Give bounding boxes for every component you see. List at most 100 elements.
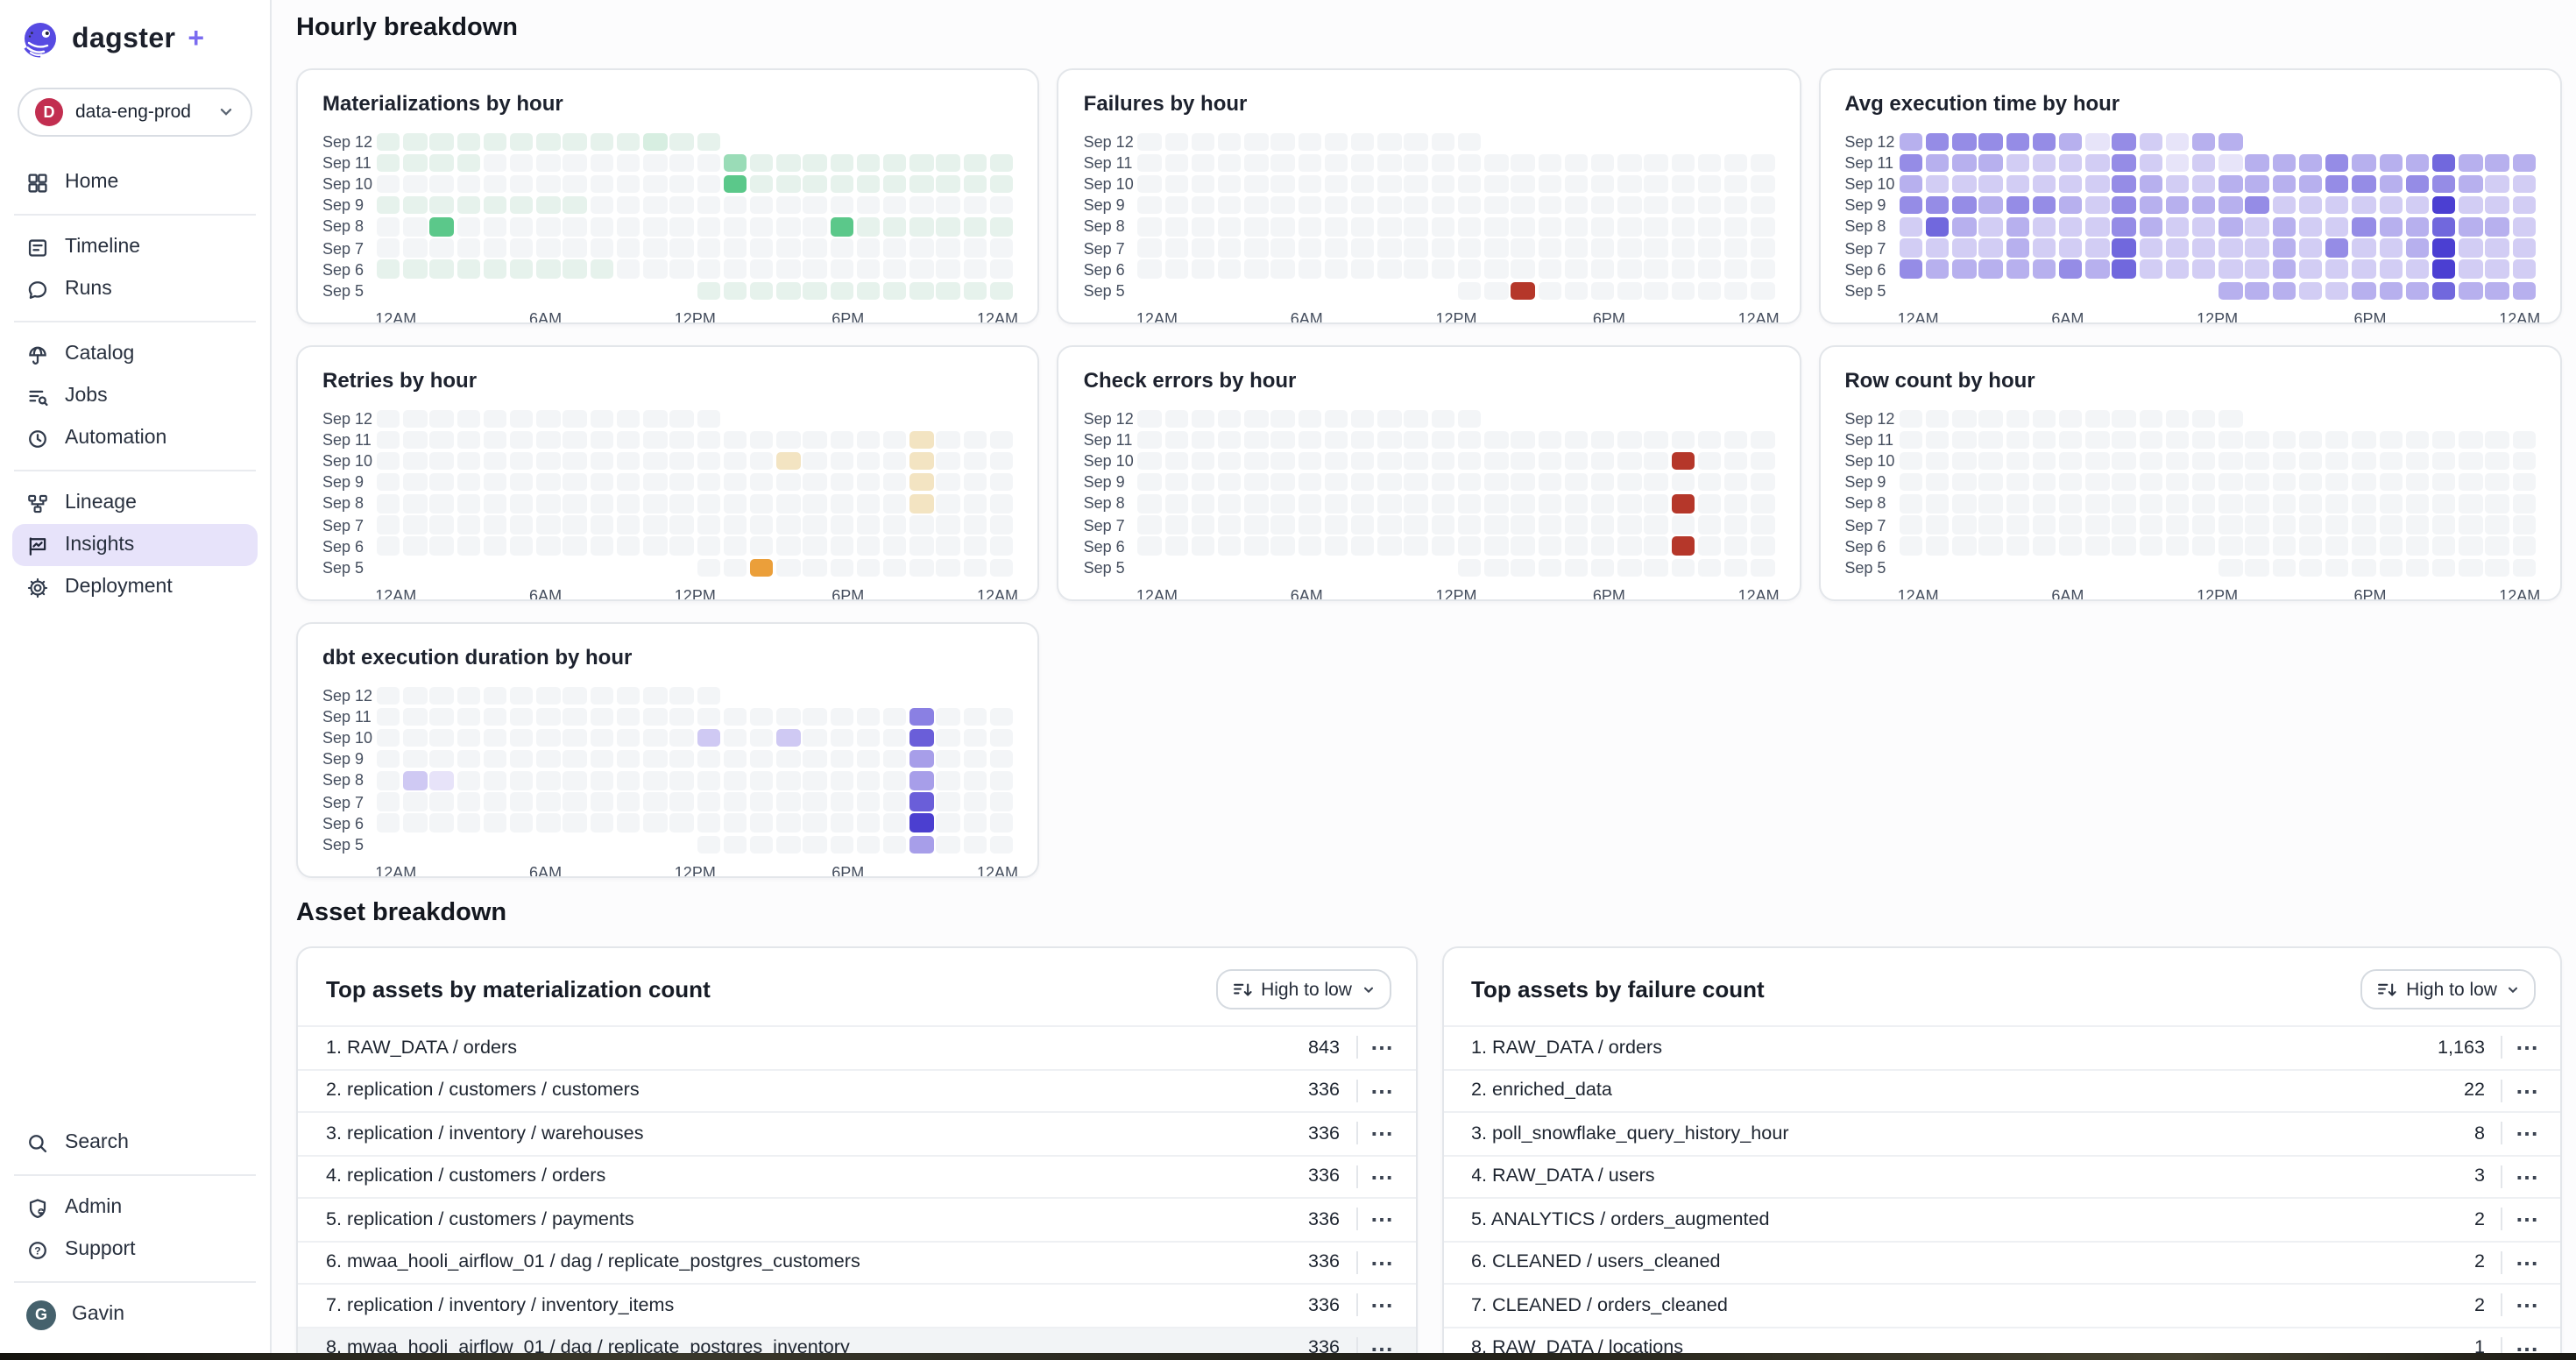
row-menu-button[interactable]: ⋯ [1370, 1335, 1393, 1354]
sidebar-item-user[interactable]: G Gavin [12, 1293, 258, 1335]
heatmap-x-axis: 12AM 6AM 12PM 6PM 12AM [375, 310, 1018, 323]
asset-name[interactable]: 2. enriched_data [1471, 1080, 1612, 1101]
table-row[interactable]: 1. RAW_DATA / orders 843 ⋯ [298, 1025, 1415, 1068]
logo[interactable]: dagster + [0, 0, 270, 61]
heatmap-cells [1899, 217, 2536, 237]
heatmap-cell [1191, 238, 1215, 258]
heatmap-row-label: Sep 6 [1083, 260, 1125, 279]
asset-name[interactable]: 8. mwaa_hooli_airflow_01 / dag / replica… [326, 1337, 850, 1354]
asset-name[interactable]: 4. RAW_DATA / users [1471, 1165, 1655, 1187]
table-row[interactable]: 7. replication / inventory / inventory_i… [298, 1283, 1415, 1326]
heatmap-cell [1298, 175, 1322, 194]
sidebar-item-catalog[interactable]: Catalog [12, 333, 258, 375]
asset-name[interactable]: 6. mwaa_hooli_airflow_01 / dag / replica… [326, 1251, 860, 1273]
heatmap-cell [2245, 259, 2269, 279]
heatmap-cell [723, 729, 747, 747]
heatmap-cell [989, 558, 1014, 577]
sidebar-item-admin[interactable]: Admin [12, 1186, 258, 1229]
asset-name[interactable]: 3. replication / inventory / warehouses [326, 1123, 644, 1144]
heatmap-cell [429, 515, 454, 535]
table-row[interactable]: 3. replication / inventory / warehouses 3… [298, 1111, 1415, 1154]
row-menu-button[interactable]: ⋯ [2516, 1335, 2538, 1354]
row-menu-button[interactable]: ⋯ [2516, 1034, 2538, 1061]
heatmap-cell [776, 259, 801, 279]
heatmap-cell [1324, 132, 1348, 152]
asset-name[interactable]: 5. replication / customers / payments [326, 1208, 634, 1230]
sort-order-button[interactable]: High to low [2360, 969, 2536, 1009]
asset-name[interactable]: 1. RAW_DATA / orders [1471, 1037, 1662, 1059]
sidebar-item-runs[interactable]: Runs [12, 268, 258, 310]
heatmap-cell [616, 196, 640, 215]
row-menu-button[interactable]: ⋯ [2516, 1163, 2538, 1190]
sidebar-item-support[interactable]: ? Support [12, 1229, 258, 1271]
table-row[interactable]: 3. poll_snowflake_query_history_hour 8 ⋯ [1443, 1111, 2560, 1154]
asset-name[interactable]: 7. CLEANED / orders_cleaned [1471, 1294, 1728, 1316]
heatmap-cell [2405, 558, 2430, 577]
heatmap-cell [1457, 217, 1482, 237]
asset-name[interactable]: 2. replication / customers / customers [326, 1080, 640, 1101]
heatmap-cell [937, 133, 960, 152]
heatmap-cell [429, 494, 454, 514]
heatmap-cell [1590, 452, 1615, 471]
table-row[interactable]: 2. enriched_data 22 ⋯ [1443, 1068, 2560, 1111]
asset-name[interactable]: 5. ANALYTICS / orders_augmented [1471, 1208, 1770, 1230]
sidebar-item-home[interactable]: Home [12, 161, 258, 203]
heatmap-cell [2431, 153, 2456, 173]
row-menu-button[interactable]: ⋯ [2516, 1249, 2538, 1276]
heatmap-cell [2245, 430, 2269, 450]
heatmap-cell [403, 473, 428, 492]
workspace-selector[interactable]: D data-eng-prod [18, 88, 252, 137]
table-row[interactable]: 8. mwaa_hooli_airflow_01 / dag / replica… [298, 1326, 1415, 1353]
table-row[interactable]: 5. ANALYTICS / orders_augmented 2 ⋯ [1443, 1197, 2560, 1240]
row-menu-button[interactable]: ⋯ [1370, 1077, 1393, 1104]
table-row[interactable]: 1. RAW_DATA / orders 1,163 ⋯ [1443, 1025, 2560, 1068]
table-row[interactable]: 5. replication / customers / payments 336… [298, 1197, 1415, 1240]
table-row[interactable]: 2. replication / customers / customers 33… [298, 1068, 1415, 1111]
heatmap-cell [1137, 430, 1162, 450]
row-menu-button[interactable]: ⋯ [1370, 1034, 1393, 1061]
asset-name[interactable]: 7. replication / inventory / inventory_i… [326, 1294, 675, 1316]
row-menu-button[interactable]: ⋯ [1370, 1120, 1393, 1147]
heatmap-cell [1899, 558, 1922, 577]
table-row[interactable]: 4. RAW_DATA / users 3 ⋯ [1443, 1154, 2560, 1197]
heatmap-cell [2512, 410, 2536, 429]
heatmap-cell [2192, 494, 2216, 514]
sidebar-item-insights[interactable]: Insights [12, 524, 258, 566]
sidebar-item-automation[interactable]: Automation [12, 417, 258, 459]
table-row[interactable]: 7. CLEANED / orders_cleaned 2 ⋯ [1443, 1283, 2560, 1326]
sort-order-button[interactable]: High to low [1215, 969, 1391, 1009]
row-menu-button[interactable]: ⋯ [1370, 1249, 1393, 1276]
divider [1355, 1036, 1357, 1059]
table-row[interactable]: 4. replication / customers / orders 336 ⋯ [298, 1154, 1415, 1197]
row-menu-button[interactable]: ⋯ [2516, 1206, 2538, 1233]
asset-name[interactable]: 6. CLEANED / users_cleaned [1471, 1251, 1721, 1273]
table-row[interactable]: 6. CLEANED / users_cleaned 2 ⋯ [1443, 1240, 2560, 1283]
heatmap-cell [856, 281, 881, 300]
heatmap-cell [1351, 536, 1375, 556]
heatmap-cell [1697, 175, 1722, 194]
row-menu-button[interactable]: ⋯ [2516, 1077, 2538, 1104]
heatmap-title: Row count by hour [1844, 368, 2035, 393]
sidebar-item-search[interactable]: Search [12, 1122, 258, 1164]
row-menu-button[interactable]: ⋯ [1370, 1206, 1393, 1233]
heatmap-cells [377, 729, 1014, 747]
asset-name[interactable]: 8. RAW_DATA / locations [1471, 1337, 1684, 1354]
table-row[interactable]: 8. RAW_DATA / locations 1 ⋯ [1443, 1326, 2560, 1353]
heatmap-cell [1538, 536, 1561, 556]
sidebar-item-deployment[interactable]: Deployment [12, 566, 258, 608]
row-menu-button[interactable]: ⋯ [1370, 1163, 1393, 1190]
sidebar-item-jobs[interactable]: Jobs [12, 375, 258, 417]
table-row[interactable]: 6. mwaa_hooli_airflow_01 / dag / replica… [298, 1240, 1415, 1283]
heatmap-cell [2298, 259, 2323, 279]
sidebar-item-timeline[interactable]: Timeline [12, 226, 258, 268]
row-menu-button[interactable]: ⋯ [2516, 1292, 2538, 1319]
asset-name[interactable]: 4. replication / customers / orders [326, 1165, 606, 1187]
asset-name[interactable]: 3. poll_snowflake_query_history_hour [1471, 1123, 1789, 1144]
sidebar-item-lineage[interactable]: Lineage [12, 482, 258, 524]
row-menu-button[interactable]: ⋯ [1370, 1292, 1393, 1319]
heatmap-cell [643, 281, 667, 300]
row-menu-button[interactable]: ⋯ [2516, 1120, 2538, 1147]
heatmap-cell [776, 238, 801, 258]
divider [1355, 1165, 1357, 1188]
asset-name[interactable]: 1. RAW_DATA / orders [326, 1037, 517, 1059]
